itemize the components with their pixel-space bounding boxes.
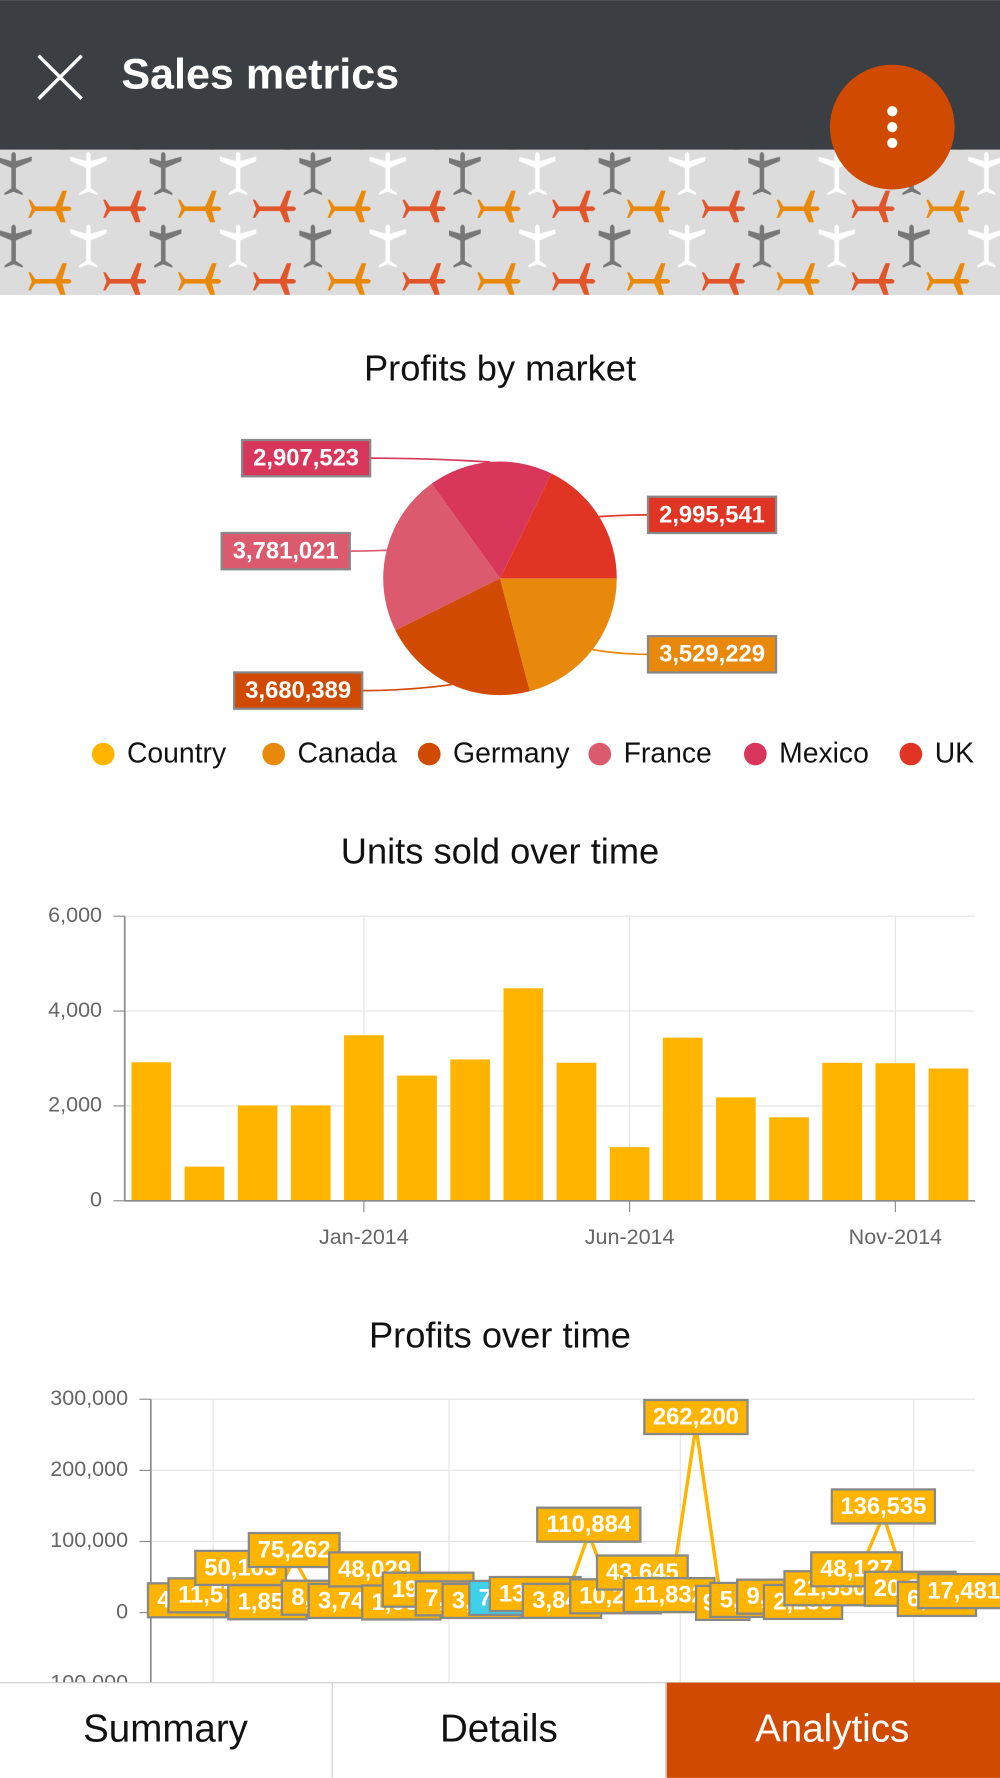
legend-label: Mexico bbox=[779, 738, 869, 770]
data-label-box bbox=[232, 671, 364, 710]
chart-title: Profits over time bbox=[369, 1315, 631, 1356]
tab-label[interactable]: Details bbox=[440, 1708, 558, 1751]
data-label-box[interactable] bbox=[247, 1531, 341, 1569]
data-label: 110,884 bbox=[546, 1511, 631, 1538]
tab-label[interactable]: Analytics bbox=[755, 1708, 909, 1751]
y-tick-label: 100,000 bbox=[50, 1528, 128, 1552]
bar bbox=[822, 1062, 863, 1201]
data-label: 2,995,541 bbox=[659, 501, 765, 528]
data-label-box[interactable] bbox=[536, 1506, 642, 1543]
bar bbox=[131, 1062, 172, 1201]
legend-swatch bbox=[417, 742, 441, 766]
y-tick-label: 6,000 bbox=[48, 903, 102, 927]
bar bbox=[290, 1105, 331, 1201]
bar bbox=[397, 1075, 437, 1201]
bar bbox=[716, 1097, 756, 1201]
y-tick-label: 200,000 bbox=[50, 1457, 128, 1481]
leader-line bbox=[370, 457, 491, 463]
data-label: 136,535 bbox=[840, 1493, 926, 1520]
data-label: 3,529,229 bbox=[659, 641, 765, 668]
data-label: 2,907,523 bbox=[253, 445, 359, 472]
bar bbox=[344, 1035, 384, 1201]
bar bbox=[769, 1117, 809, 1201]
bar bbox=[556, 1062, 597, 1201]
app-title: Sales metrics bbox=[121, 51, 399, 99]
tab-bar: Summary Details Analytics bbox=[0, 1682, 1000, 1778]
pie-slice bbox=[500, 578, 617, 692]
pie-slice bbox=[383, 483, 500, 631]
bar bbox=[928, 1068, 969, 1201]
bar bbox=[503, 988, 544, 1201]
y-tick-label: 300,000 bbox=[50, 1386, 128, 1410]
data-label-box[interactable] bbox=[830, 1488, 937, 1525]
legend-swatch bbox=[262, 742, 286, 766]
leader-line bbox=[362, 683, 452, 692]
close-button[interactable] bbox=[37, 54, 83, 100]
charts: Profits by market 3,529,229 3,680,389 3,781… bbox=[43, 347, 1000, 1694]
y-tick-label: 2,000 bbox=[48, 1093, 102, 1117]
legend-label: UK bbox=[935, 738, 974, 770]
legend-label: Country bbox=[127, 738, 227, 770]
pie-slice bbox=[431, 461, 552, 579]
data-label-box bbox=[646, 635, 778, 674]
bar bbox=[450, 1059, 491, 1201]
data-label: 11,832 bbox=[633, 1582, 704, 1609]
bar bbox=[237, 1105, 278, 1201]
data-label-box bbox=[646, 495, 778, 535]
leader-line bbox=[592, 648, 648, 656]
pie-slice bbox=[500, 473, 617, 579]
data-label-box bbox=[220, 531, 351, 571]
legend-swatch bbox=[899, 742, 923, 766]
x-tick-label: Nov-2014 bbox=[849, 1225, 942, 1249]
leader-line bbox=[599, 514, 648, 518]
y-tick-label: 4,000 bbox=[48, 998, 102, 1022]
data-label: 17,481 bbox=[927, 1578, 1000, 1605]
legend-label: Germany bbox=[453, 738, 570, 770]
x-tick-label: Jun-2014 bbox=[585, 1225, 675, 1249]
pie-slice bbox=[395, 578, 530, 696]
legend-label: France bbox=[624, 738, 712, 770]
legend-swatch bbox=[91, 742, 115, 766]
chart-title: Units sold over time bbox=[341, 830, 659, 871]
data-label-box[interactable] bbox=[917, 1572, 1000, 1610]
tab-active-bg[interactable] bbox=[666, 1682, 1000, 1778]
tab-label[interactable]: Summary bbox=[83, 1708, 249, 1751]
bar bbox=[609, 1147, 650, 1201]
legend-swatch bbox=[588, 742, 612, 766]
data-label-box bbox=[240, 438, 372, 478]
legend-label: Canada bbox=[298, 738, 397, 770]
menu-button[interactable] bbox=[829, 64, 955, 190]
banner bbox=[0, 149, 1000, 295]
legend-swatch bbox=[743, 742, 767, 766]
y-tick-label: 0 bbox=[116, 1599, 128, 1623]
chart-title: Profits by market bbox=[364, 347, 636, 388]
data-label: 3,680,389 bbox=[245, 677, 351, 704]
y-tick-label: 0 bbox=[90, 1187, 102, 1211]
data-label: 3,781,021 bbox=[233, 538, 339, 565]
bar bbox=[875, 1063, 916, 1201]
data-label: 75,262 bbox=[258, 1536, 331, 1563]
data-label-box[interactable] bbox=[643, 1398, 749, 1436]
bar bbox=[662, 1037, 703, 1201]
data-label: 262,200 bbox=[653, 1403, 739, 1430]
bar bbox=[184, 1166, 225, 1201]
x-tick-label: Jan-2014 bbox=[319, 1225, 409, 1249]
leader-line bbox=[349, 549, 387, 552]
